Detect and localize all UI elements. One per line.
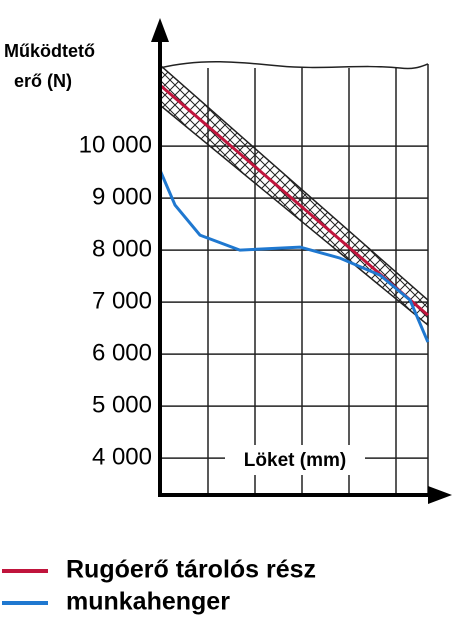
axes [151,18,452,504]
y-tick-label: 9 000 [92,183,152,210]
y-tick-label: 8 000 [92,235,152,262]
y-axis-label: Működtető [4,41,95,61]
y-axis-label: erő (N) [14,71,72,91]
line [158,169,430,343]
y-tick-label: 5 000 [92,391,152,418]
y-tick-label: 6 000 [92,339,152,366]
x-axis-label: Löket (mm) [244,450,346,471]
top-border [159,61,429,70]
y-tick-label: 10 000 [79,131,152,158]
tolerance-band [159,63,429,327]
legend-label: munkahenger [66,588,230,616]
y-tick-label: 7 000 [92,287,152,314]
plot [158,63,430,459]
y-tick-label: 4 000 [92,443,152,470]
legend-label: Rugóerő tárolós rész [66,556,316,584]
legend: Rugóerő tárolós rész munkahenger [2,556,316,616]
x-label-box [225,445,365,475]
